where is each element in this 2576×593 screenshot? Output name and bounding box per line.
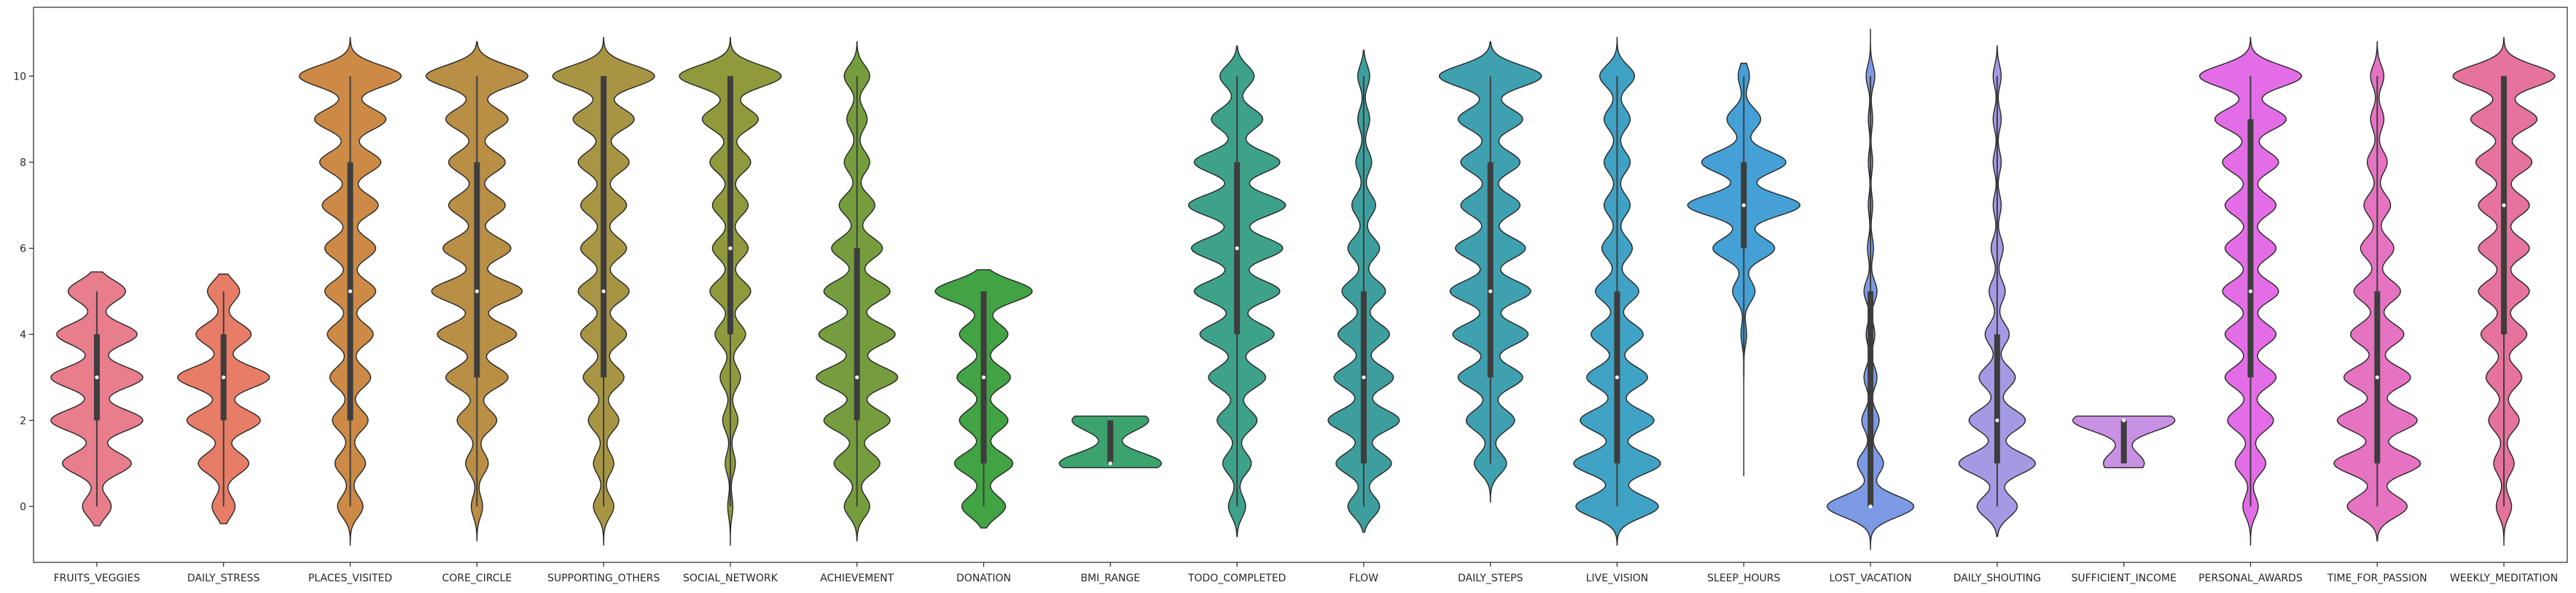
- violin-todo-completed: [1187, 45, 1287, 538]
- violin-iqr-box: [854, 248, 860, 421]
- plot-frame: [33, 7, 2568, 563]
- x-tick-label: FLOW: [1349, 573, 1378, 584]
- violin-weekly-meditation: [2452, 36, 2556, 546]
- x-tick-label: ACHIEVEMENT: [820, 573, 894, 584]
- violin-live-vision: [1573, 36, 1661, 546]
- violin-median: [981, 375, 986, 379]
- violin-median: [1741, 203, 1746, 207]
- x-tick-label: SUFFICIENT_INCOME: [2071, 573, 2176, 584]
- violin-median: [2122, 418, 2126, 422]
- x-tick-label: CORE_CIRCLE: [442, 573, 512, 584]
- x-tick-label: DONATION: [956, 573, 1011, 584]
- violin-daily-stress: [176, 274, 270, 524]
- violin-sufficient-income: [2072, 415, 2176, 468]
- violin-median: [728, 246, 733, 250]
- violin-daily-steps: [1438, 41, 1542, 503]
- violin-series-group: [50, 28, 2556, 551]
- x-tick-label: SLEEP_HOURS: [1707, 573, 1780, 584]
- violin-median: [1108, 461, 1112, 465]
- violin-time-for-passion: [2333, 41, 2421, 542]
- violin-core-circle: [425, 41, 529, 542]
- violin-median: [601, 289, 606, 293]
- violin-median: [2502, 203, 2506, 207]
- violin-iqr-box: [727, 76, 733, 335]
- violin-median: [1995, 418, 1999, 422]
- violin-flow: [1327, 50, 1400, 533]
- violin-daily-shouting: [1958, 45, 2037, 538]
- x-tick-label: SOCIAL_NETWORK: [683, 573, 778, 584]
- violin-fruits-veggies: [50, 271, 144, 527]
- x-tick-label: LOST_VACATION: [1829, 573, 1911, 584]
- violin-iqr-box: [1487, 162, 1494, 378]
- violin-supporting-others: [552, 36, 655, 546]
- x-tick-label: FRUITS_VEGGIES: [54, 573, 141, 584]
- y-tick-label: 8: [20, 157, 26, 168]
- x-tick-label: SUPPORTING_OTHERS: [547, 573, 660, 584]
- violin-iqr-box: [1107, 420, 1114, 464]
- violin-iqr-box: [1994, 334, 2000, 464]
- y-tick-label: 2: [20, 415, 26, 427]
- y-tick-label: 6: [20, 243, 26, 255]
- x-tick-label: DAILY_STEPS: [1458, 573, 1523, 584]
- violin-iqr-box: [1867, 291, 1874, 507]
- y-tick-label: 0: [20, 501, 26, 513]
- y-axis: 0 2 4 6 8 10: [13, 71, 34, 513]
- x-tick-label: DAILY_STRESS: [187, 573, 260, 584]
- violin-median: [1868, 504, 1873, 508]
- x-tick-label: TIME_FOR_PASSION: [2327, 573, 2427, 584]
- y-tick-label: 4: [20, 329, 26, 341]
- x-tick-label: BMI_RANGE: [1080, 573, 1140, 584]
- violin-lost-vacation: [1826, 28, 1915, 551]
- violin-median: [95, 375, 99, 379]
- violin-iqr-box: [601, 76, 607, 378]
- violin-achievement: [815, 41, 899, 542]
- violin-median: [222, 375, 226, 379]
- violin-median: [1615, 375, 1620, 379]
- x-tick-label: TODO_COMPLETED: [1187, 573, 1287, 584]
- violin-median: [1362, 375, 1366, 379]
- violin-median: [348, 289, 353, 293]
- y-tick-label: 10: [13, 71, 26, 82]
- violin-median: [855, 375, 859, 379]
- x-tick-label: PERSONAL_AWARDS: [2198, 573, 2303, 584]
- violin-median: [1235, 246, 1239, 250]
- x-tick-label: DAILY_SHOUTING: [1954, 573, 2041, 584]
- violin-social-network: [679, 36, 782, 546]
- x-tick-label: LIVE_VISION: [1586, 573, 1649, 584]
- x-tick-label: PLACES_VISITED: [308, 573, 392, 584]
- violin-iqr-box: [474, 162, 480, 378]
- violin-places-visited: [298, 36, 402, 546]
- x-axis: FRUITS_VEGGIES DAILY_STRESS PLACES_VISITED…: [54, 562, 2558, 584]
- violin-iqr-box: [2247, 119, 2254, 378]
- violin-personal-awards: [2198, 36, 2303, 546]
- violin-donation: [934, 269, 1033, 529]
- violin-median: [2248, 289, 2253, 293]
- violin-median: [475, 289, 479, 293]
- violin-bmi-range: [1058, 415, 1162, 468]
- violin-iqr-box: [2120, 420, 2127, 464]
- violin-median: [1488, 289, 1493, 293]
- violin-sleep-hours: [1687, 62, 1801, 477]
- x-tick-label: WEEKLY_MEDITATION: [2450, 573, 2558, 584]
- violin-median: [2375, 375, 2379, 379]
